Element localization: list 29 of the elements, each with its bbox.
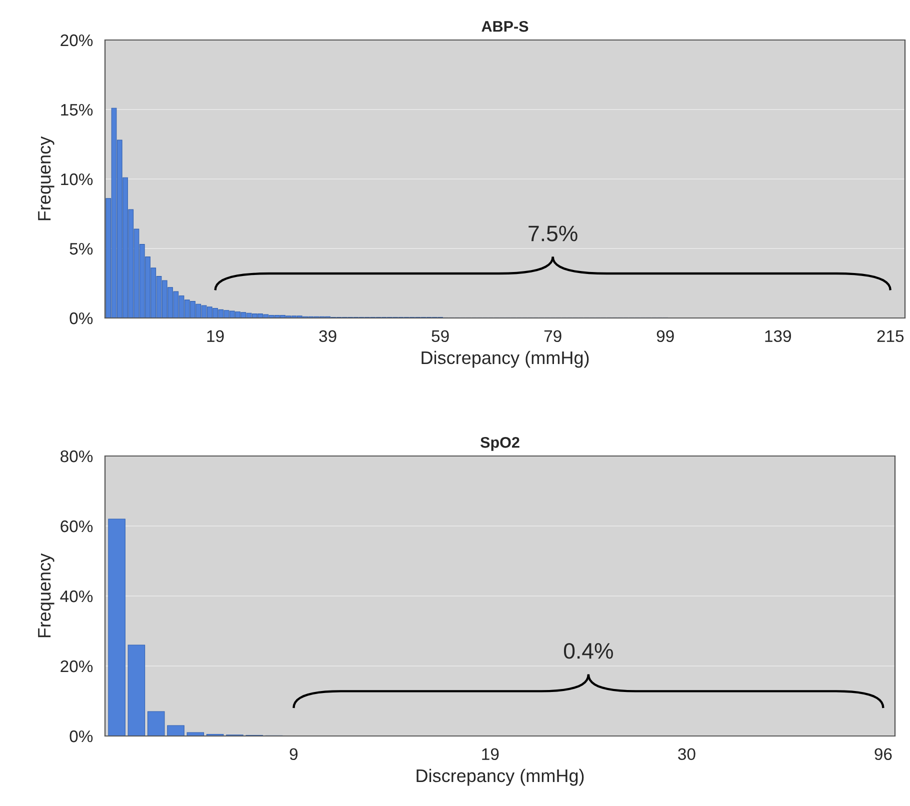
x-axis-title: Discrepancy (mmHg)	[416, 768, 584, 786]
y-tick-label: 0%	[70, 730, 93, 742]
x-tick-label: 39	[319, 330, 336, 342]
annotation: 0.4%	[564, 643, 613, 659]
y-tick-label: 0%	[70, 312, 93, 324]
y-tick-label: 60%	[60, 520, 93, 532]
x-tick-label: 79	[544, 330, 562, 342]
chart-title: SpO2	[480, 437, 520, 451]
y-tick-label: 20%	[60, 660, 93, 672]
x-tick-label: 99	[656, 330, 674, 342]
y-tick-label: 5%	[70, 242, 93, 255]
x-tick-label: 19	[207, 330, 224, 342]
x-axis-title: Discrepancy (mmHg)	[422, 350, 589, 368]
y-tick-label: 80%	[60, 450, 93, 462]
y-tick-label: 20%	[60, 34, 93, 46]
x-tick-label: 59	[432, 330, 449, 342]
annotation: 7.5%	[528, 226, 578, 242]
x-tick-label: 30	[678, 748, 696, 760]
y-tick-label: 15%	[61, 104, 93, 116]
chart-title: ABP-S	[482, 21, 528, 32]
x-tick-label: 19	[482, 748, 499, 760]
x-tick-label: 9	[290, 748, 298, 760]
y-axis-title: Frequency	[38, 553, 54, 638]
y-tick-label: 10%	[61, 173, 93, 186]
y-tick-label: 40%	[60, 590, 93, 602]
x-tick-label: 96	[874, 748, 892, 760]
x-tick-label: 139	[765, 330, 791, 342]
x-tick-label: 215	[877, 330, 904, 342]
y-axis-title: Frequency	[38, 136, 54, 220]
